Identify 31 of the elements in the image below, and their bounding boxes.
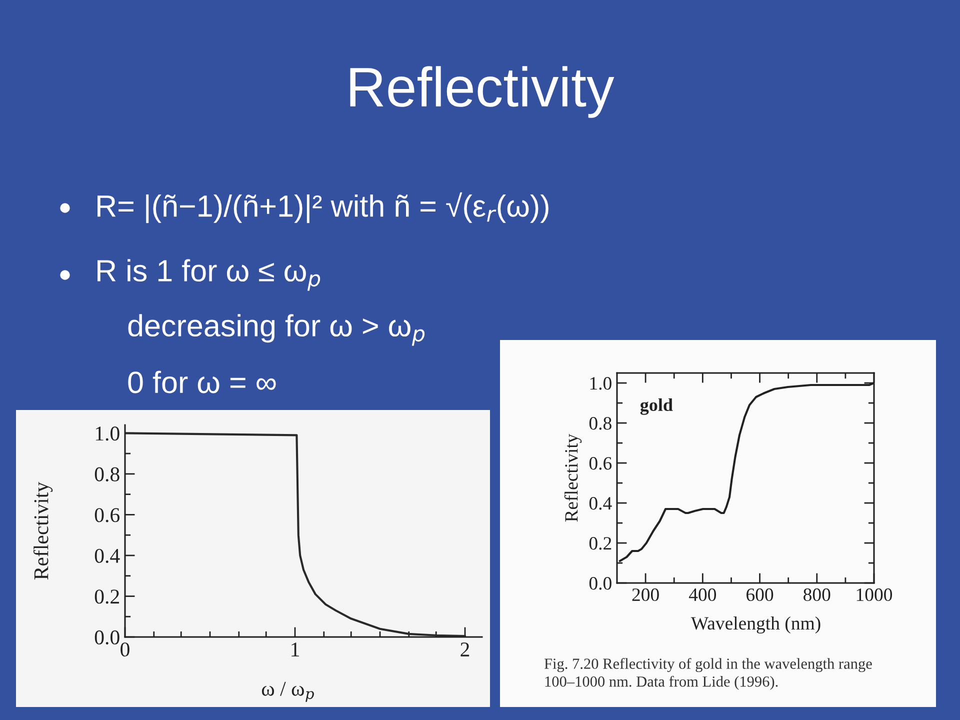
x-tick-label: 1 xyxy=(292,642,299,656)
y-axis-title: Reflectivity xyxy=(33,482,53,580)
text: decreasing for ω > ω$_{p}$ xyxy=(128,314,425,346)
x-tick-label: 600 xyxy=(746,588,774,602)
text: Reflectivity xyxy=(350,66,614,118)
y-tick-label: 0.0 xyxy=(589,577,612,590)
y-tick-label: 0.6 xyxy=(94,508,120,522)
y-tick-label: 0.8 xyxy=(589,417,612,430)
y-tick-label: 0.2 xyxy=(94,590,119,604)
caption: Fig. 7.20 Reflectivity of gold in the wavelength range 100–1000 nm. Data from Lide (1996). xyxy=(544,658,872,690)
text: 0 for ω = ∞ xyxy=(128,370,276,394)
y-tick-label: 0.6 xyxy=(589,457,612,470)
y-tick-label: 0.4 xyxy=(589,497,612,510)
y-tick-label: 0.2 xyxy=(589,537,612,550)
legend-label: gold xyxy=(640,398,673,415)
x-tick-label: 200 xyxy=(632,588,659,602)
x-tick-label: 0 xyxy=(120,642,130,657)
y-tick-label: 0.8 xyxy=(94,467,120,482)
y-tick-label: 1.0 xyxy=(96,426,120,441)
x-axis-title: Wavelength (nm) xyxy=(690,616,820,634)
y-tick-label: 1.0 xyxy=(590,377,612,390)
text: R is 1 for ω ≤ ω$_{p}$ xyxy=(98,259,320,291)
y-tick-label: 0.0 xyxy=(94,630,120,645)
text: R= |(ñ−1)/(ñ+1)|² with ñ = √(ε$_{r}$(ω)) xyxy=(98,192,548,224)
x-tick-label: 1000 xyxy=(856,588,892,602)
x-tick-label: 2 xyxy=(460,642,470,656)
x-tick-label: 400 xyxy=(688,588,716,602)
x-tick-label: 800 xyxy=(804,588,830,602)
x-axis-title: ω / ω$_{p}$ xyxy=(262,682,314,702)
y-tick-label: 0.4 xyxy=(94,548,120,563)
y-axis-title: Reflectivity xyxy=(564,434,582,522)
